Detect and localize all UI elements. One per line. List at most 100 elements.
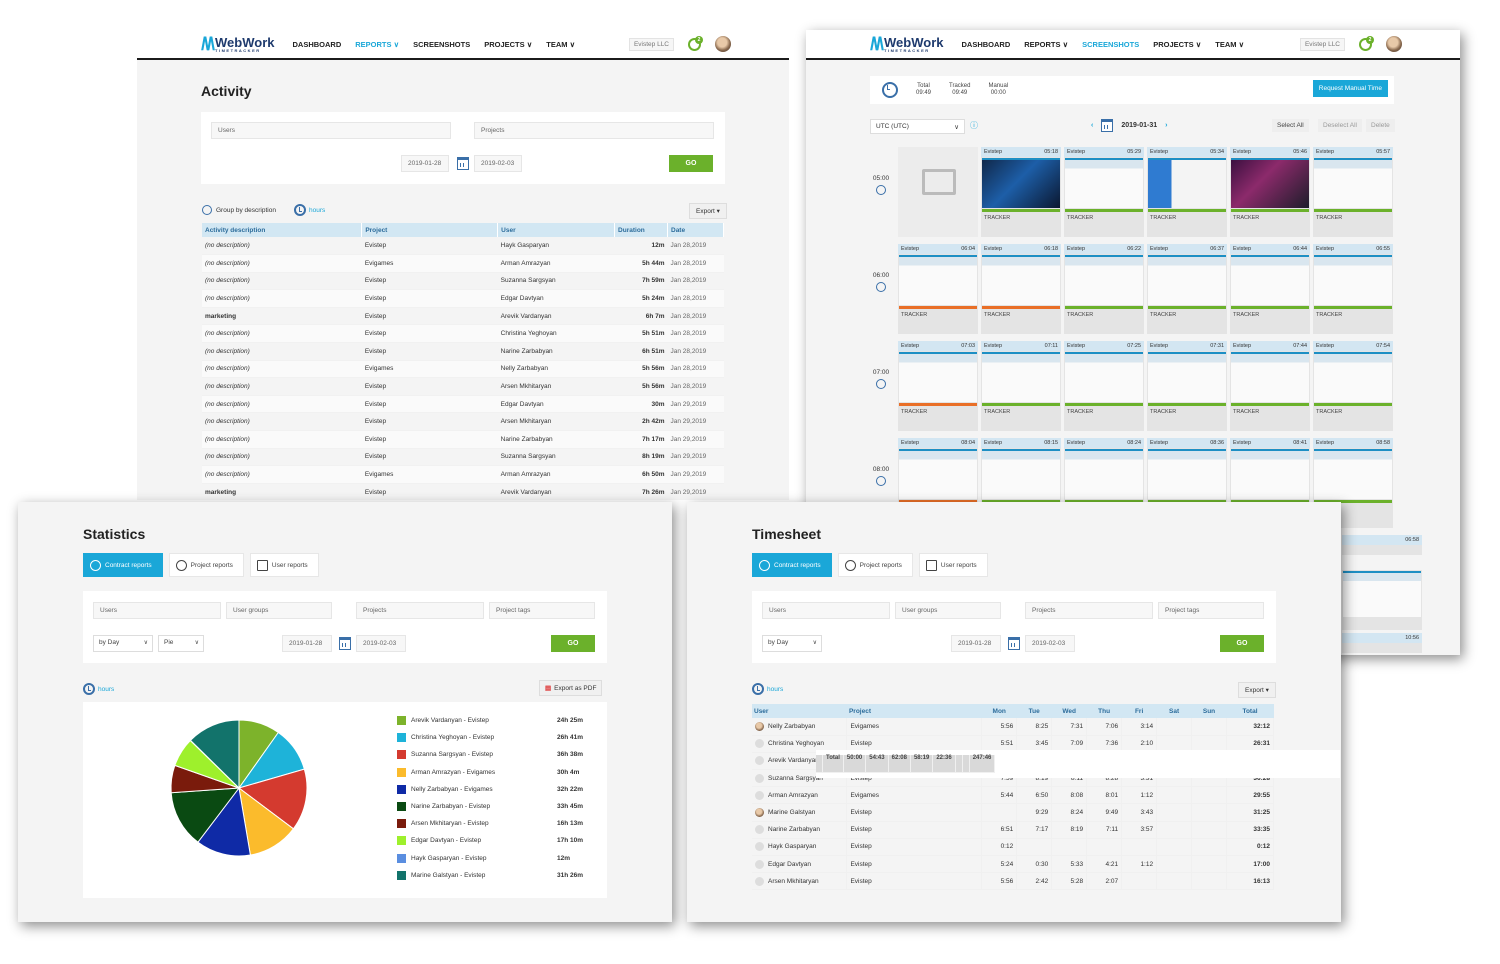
table-row[interactable]: (no description) Evigames Nelly Zarbabyan 5… <box>202 360 724 379</box>
table-row[interactable]: (no description) Evistep Suzanna Sargsyan 8… <box>202 448 724 467</box>
hours-toggle[interactable]: hours <box>752 683 783 695</box>
col-date[interactable]: Date <box>667 223 724 237</box>
select-all-button[interactable]: Select All <box>1272 119 1309 132</box>
screenshot-tile[interactable]: Evistep 05:34 TRACKER <box>1147 147 1227 237</box>
nav-projects[interactable]: PROJECTS ∨ <box>1153 40 1201 49</box>
select-hour-radio-icon[interactable] <box>876 185 886 195</box>
project-tags-field[interactable]: Project tags <box>489 602 595 619</box>
pie-slice[interactable] <box>237 768 308 830</box>
avatar[interactable] <box>715 36 731 52</box>
table-row[interactable]: (no description) Evistep Arsen Mkhitaryan 2… <box>202 412 724 432</box>
export-pdf-button[interactable]: ▤ Export as PDF <box>539 680 603 696</box>
table-row[interactable]: (no description) Evistep Christina Yeghoya… <box>202 324 724 344</box>
tab-project-reports[interactable]: Project reports <box>168 553 244 577</box>
screenshot-tile[interactable]: Evistep 06:04 TRACKER <box>898 244 978 334</box>
tab-project-reports[interactable]: Project reports <box>837 553 913 577</box>
select-hour-radio-icon[interactable] <box>876 476 886 486</box>
col-tue[interactable]: Tue <box>1016 704 1052 718</box>
col-total[interactable]: Total <box>1226 704 1274 718</box>
col-sun[interactable]: Sun <box>1191 704 1227 718</box>
notification-icon[interactable]: 2 <box>1359 35 1374 51</box>
col-user[interactable]: User <box>497 223 616 237</box>
screenshot-tile[interactable]: 10:56 <box>1342 633 1422 653</box>
screenshot-tile[interactable]: Evistep 08:58 <box>1313 438 1393 528</box>
user-groups-field[interactable]: User groups <box>895 602 1001 619</box>
date-from-field[interactable]: 2019-01-28 <box>401 155 449 172</box>
date-from-field[interactable]: 2019-01-28 <box>282 635 332 652</box>
tab-user-reports[interactable]: User reports <box>249 553 319 577</box>
calendar-icon[interactable] <box>1008 637 1020 650</box>
screenshot-tile[interactable]: Evistep 05:57 TRACKER <box>1313 147 1393 237</box>
period-select[interactable]: by Day <box>93 635 153 652</box>
hours-toggle[interactable]: hours <box>83 683 114 695</box>
calendar-icon[interactable] <box>457 157 469 170</box>
period-select[interactable]: by Day <box>762 635 822 652</box>
table-row[interactable]: marketing Evistep Arevik Vardanyan 7h 26m Ja… <box>202 483 724 500</box>
table-row[interactable]: (no description) Evigames Arman Amrazyan 6h… <box>202 465 724 484</box>
table-row[interactable]: (no description) Evistep Suzanna Sargsyan 7… <box>202 272 724 291</box>
legend-item[interactable]: Arevik Vardanyan - Evistep 24h 25m <box>397 712 597 729</box>
group-toggle[interactable]: Group by description <box>202 205 276 215</box>
export-button[interactable]: Export ▾ <box>1238 682 1276 698</box>
table-row[interactable]: (no description) Evigames Arman Amrazyan 5h… <box>202 254 724 273</box>
col-mon[interactable]: Mon <box>981 704 1017 718</box>
col-activity-description[interactable]: Activity description <box>202 223 363 237</box>
screenshot-tile[interactable]: Evistep 07:25 TRACKER <box>1064 341 1144 431</box>
deselect-all-button[interactable]: Deselect All <box>1318 119 1362 132</box>
projects-field[interactable]: Projects <box>474 122 714 139</box>
table-row[interactable]: (no description) Evistep Edgar Davtyan 5h 2… <box>202 289 724 308</box>
pie-slice[interactable] <box>189 719 240 790</box>
users-field[interactable]: Users <box>762 602 890 619</box>
col-wed[interactable]: Wed <box>1051 704 1087 718</box>
table-row[interactable]: Christina Yeghoyan Evistep 5:51 3:45 7:09 7:3… <box>752 735 1274 753</box>
nav-team[interactable]: TEAM ∨ <box>1215 40 1244 49</box>
go-button[interactable]: GO <box>669 155 713 172</box>
screenshot-tile[interactable] <box>898 147 978 237</box>
nav-reports[interactable]: REPORTS ∨ <box>355 40 399 49</box>
avatar[interactable] <box>1386 36 1402 52</box>
screenshot-tile[interactable]: Evistep 07:44 TRACKER <box>1230 341 1310 431</box>
next-day-icon[interactable]: › <box>1165 122 1168 129</box>
project-tags-field[interactable]: Project tags <box>1158 602 1264 619</box>
col-fri[interactable]: Fri <box>1121 704 1157 718</box>
users-field[interactable]: Users <box>211 122 451 139</box>
pie-slice[interactable] <box>170 787 241 843</box>
date-to-field[interactable]: 2019-02-03 <box>1025 635 1075 652</box>
go-button[interactable]: GO <box>1220 635 1264 652</box>
prev-day-icon[interactable]: ‹ <box>1091 122 1094 129</box>
col-duration[interactable]: Duration <box>614 223 668 237</box>
hours-toggle[interactable]: hours <box>294 204 325 216</box>
org-selector[interactable]: Evistep LLC <box>1299 37 1345 51</box>
date-from-field[interactable]: 2019-01-28 <box>951 635 1001 652</box>
export-button[interactable]: Export ▾ <box>689 203 727 219</box>
screenshot-tile[interactable]: Evistep 07:54 TRACKER <box>1313 341 1393 431</box>
info-icon[interactable]: ⓘ <box>970 121 978 130</box>
screenshot-tile[interactable]: Evistep 05:18 TRACKER <box>981 147 1061 237</box>
select-hour-radio-icon[interactable] <box>876 282 886 292</box>
legend-item[interactable]: Arsen Mkhitaryan - Evistep 16h 13m <box>397 815 597 832</box>
select-hour-radio-icon[interactable] <box>876 379 886 389</box>
go-button[interactable]: GO <box>551 635 595 652</box>
screenshot-tile[interactable]: Evistep 07:31 TRACKER <box>1147 341 1227 431</box>
screenshot-tile[interactable]: Evistep 07:11 TRACKER <box>981 341 1061 431</box>
tab-contract-reports[interactable]: Contract reports <box>83 553 163 577</box>
col-sat[interactable]: Sat <box>1156 704 1192 718</box>
timezone-select[interactable]: UTC (UTC) ∨ <box>870 119 965 134</box>
users-field[interactable]: Users <box>93 602 221 619</box>
table-row[interactable]: Narine Zarbabyan Evistep 6:51 7:17 8:19 7:11 3… <box>752 821 1274 839</box>
table-row[interactable]: Arman Amrazyan Evigames 5:44 6:50 8:08 8:01 1:… <box>752 786 1274 805</box>
calendar-icon[interactable] <box>339 637 351 650</box>
screenshot-tile[interactable]: Evistep 06:55 TRACKER <box>1313 244 1393 334</box>
nav-dashboard[interactable]: DASHBOARD <box>961 39 1011 49</box>
table-row[interactable]: Arsen Mkhitaryan Evistep 5:56 2:42 5:28 2:07 1… <box>752 872 1274 891</box>
table-row[interactable]: (no description) Evistep Narine Zarbabyan 7… <box>202 430 724 449</box>
nav-team[interactable]: TEAM ∨ <box>546 40 575 49</box>
projects-field[interactable]: Projects <box>1025 602 1153 619</box>
legend-item[interactable]: Narine Zarbabyan - Evistep 33h 45m <box>397 798 597 815</box>
projects-field[interactable]: Projects <box>356 602 484 619</box>
screenshot-tile[interactable]: Evistep 07:03 TRACKER <box>898 341 978 431</box>
webwork-logo[interactable]: /\/\ WebWork TIMETRACKER <box>201 35 275 53</box>
legend-item[interactable]: Hayk Gasparyan - Evistep 12m <box>397 850 597 867</box>
screenshot-tile[interactable] <box>1342 570 1422 630</box>
screenshot-tile[interactable]: Evistep 06:18 TRACKER <box>981 244 1061 334</box>
